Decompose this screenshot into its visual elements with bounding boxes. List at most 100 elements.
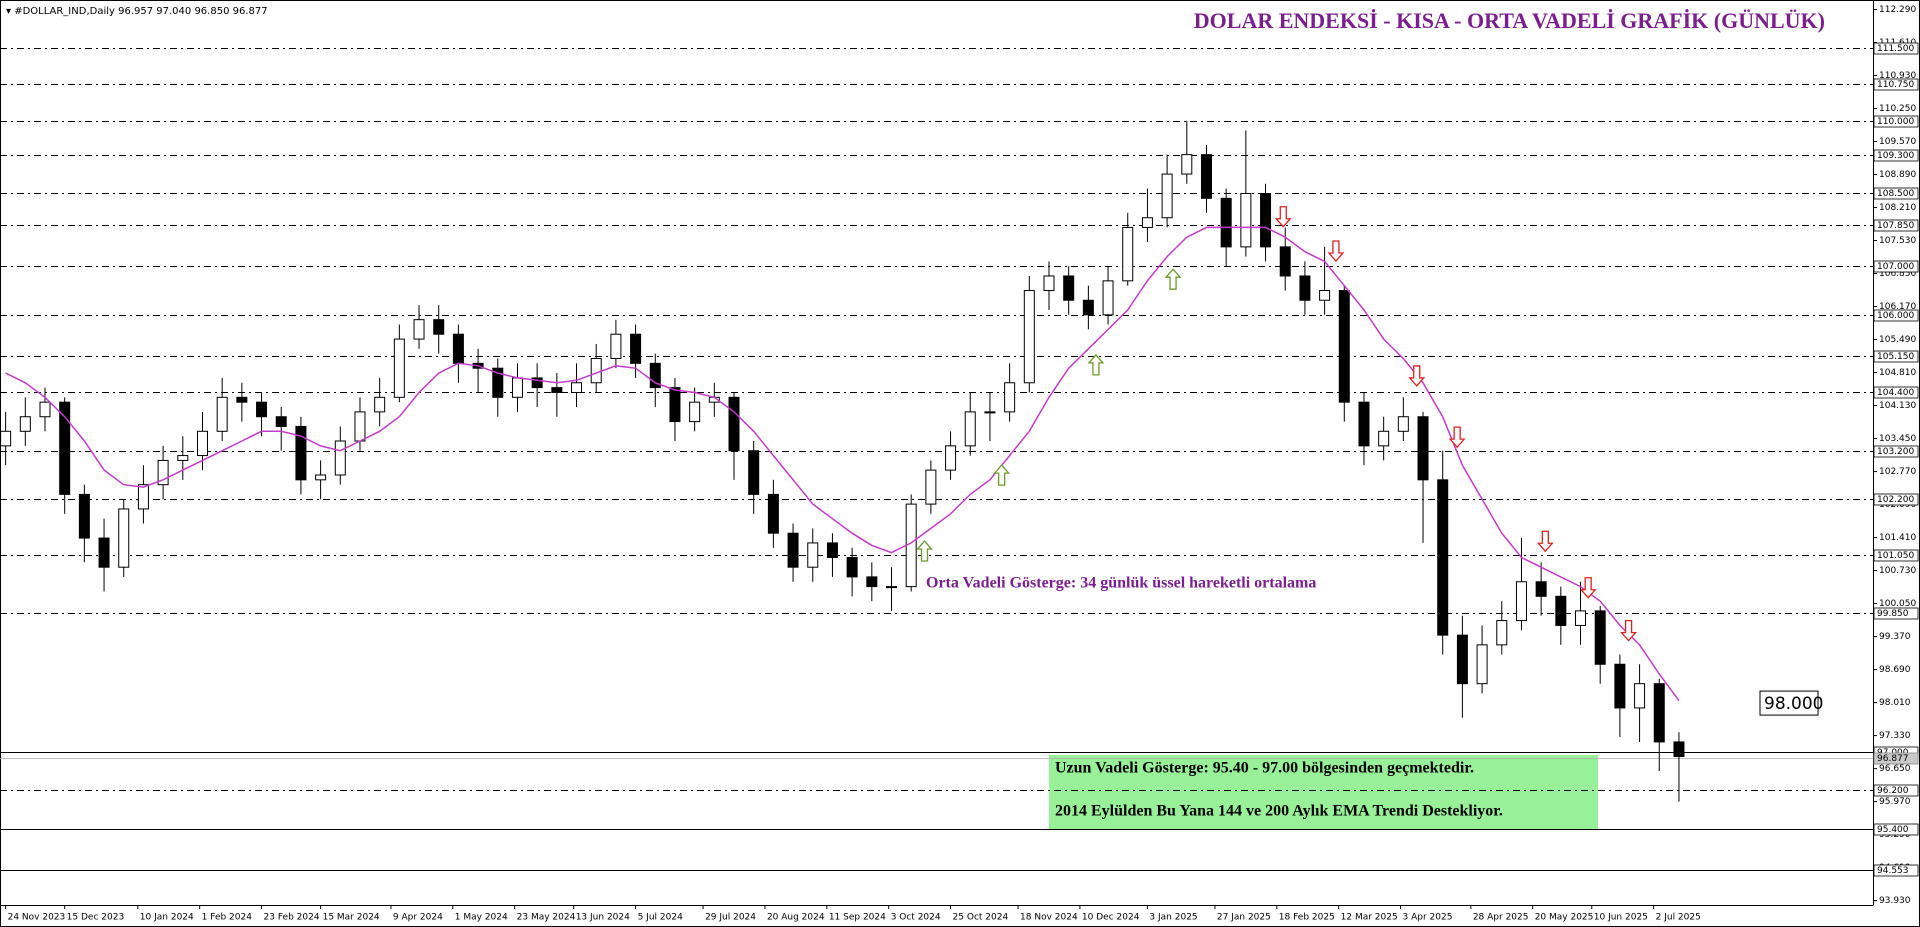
candle-body: [236, 396, 248, 403]
candle-body: [1319, 290, 1331, 301]
level-label: 102.200: [1877, 495, 1914, 505]
candle-body: [571, 382, 583, 393]
candle-body: [1220, 197, 1232, 248]
ema-end-box: [1759, 690, 1819, 716]
candle-body: [551, 387, 563, 393]
candle-body: [1358, 401, 1370, 447]
candle-body: [511, 377, 523, 398]
candle-body: [137, 484, 149, 510]
candle-body: [689, 401, 701, 423]
candle-body: [256, 401, 268, 418]
candle-body: [374, 396, 386, 413]
sell-arrow: [1536, 530, 1554, 553]
candle-body: [669, 387, 681, 423]
y-tick-label: 108.890: [1879, 170, 1916, 180]
y-tick-label: 97.330: [1879, 731, 1911, 741]
candle-body: [964, 411, 976, 447]
candle-body: [452, 333, 464, 364]
level-label: 107.850: [1877, 221, 1914, 231]
level-label-box: [1873, 260, 1919, 273]
candle-body: [649, 362, 661, 389]
candle-body: [1614, 663, 1626, 709]
y-tick-label: 98.010: [1879, 698, 1911, 708]
candle-body: [275, 416, 287, 427]
x-tick-label: 24 Nov 2023: [8, 913, 66, 923]
candle-body: [1476, 644, 1488, 685]
level-label: 105.150: [1877, 352, 1914, 362]
x-tick-label: 3 Apr 2025: [1403, 913, 1453, 923]
x-tick-label: 10 Jan 2024: [140, 913, 194, 923]
candle-body: [413, 319, 425, 340]
y-tick-label: 101.410: [1879, 533, 1916, 543]
candle-body: [1515, 581, 1527, 622]
candle-body: [216, 396, 228, 432]
y-tick-label: 112.290: [1879, 5, 1916, 15]
candle-body: [767, 493, 779, 534]
y-tick-label: 110.930: [1879, 71, 1916, 81]
y-tick-label: 99.370: [1879, 632, 1911, 642]
x-tick-label: 20 May 2025: [1535, 913, 1594, 923]
candle-body: [433, 319, 445, 335]
level-label: 99.850: [1877, 609, 1909, 619]
sell-arrow: [1408, 365, 1426, 387]
candle-body: [315, 474, 327, 481]
x-tick-label: 1 May 2024: [455, 913, 508, 923]
candle-body: [19, 416, 31, 432]
level-label: 104.400: [1877, 388, 1914, 398]
level-label-box: [1873, 823, 1919, 836]
candle-body: [1082, 299, 1094, 316]
candle-body: [39, 401, 51, 418]
candle-body: [196, 430, 208, 457]
candle-body: [1279, 246, 1291, 277]
candle-body: [1378, 430, 1390, 447]
price-axis: 112.290111.610110.930110.250109.570108.8…: [1873, 5, 1919, 906]
y-tick-label: 102.770: [1879, 467, 1916, 477]
candle-body: [531, 377, 543, 389]
candle-body: [177, 455, 189, 461]
levels: [0, 48, 1873, 871]
y-tick-label: 110.250: [1879, 104, 1916, 114]
candle-body: [1417, 416, 1429, 481]
candle-body: [295, 425, 307, 481]
level-label: 109.300: [1877, 151, 1914, 161]
candle-body: [630, 333, 642, 364]
level-label-box: [1873, 493, 1919, 506]
candle-body: [1004, 382, 1016, 413]
sell-arrow: [1620, 619, 1638, 642]
buy-arrow: [1087, 353, 1105, 376]
candle-body: [866, 576, 878, 588]
candle-body: [1634, 683, 1646, 709]
buy-arrow: [1164, 268, 1182, 290]
x-tick-label: 3 Oct 2024: [891, 913, 941, 923]
y-tick-label: 103.450: [1879, 434, 1916, 444]
level-label-box: [1873, 607, 1919, 620]
x-tick-label: 23 May 2024: [517, 913, 576, 923]
candle-body: [1141, 217, 1153, 228]
candle-body: [590, 357, 602, 384]
x-tick-label: 20 Aug 2024: [767, 913, 825, 923]
x-tick-label: 1 Feb 2024: [202, 913, 253, 923]
candle-body: [118, 508, 130, 568]
level-label-box: [1873, 350, 1919, 363]
level-label-box: [1873, 149, 1919, 162]
candle-body: [393, 338, 405, 398]
level-label-box: [1873, 549, 1919, 562]
y-tick-label: 107.530: [1879, 236, 1916, 246]
candle-body: [1653, 683, 1665, 743]
level-label-box: [1873, 42, 1919, 55]
x-tick-label: 3 Jan 2025: [1149, 913, 1197, 923]
level-label: 103.200: [1877, 447, 1914, 457]
candle-body: [925, 469, 937, 505]
chart-title: DOLAR ENDEKSİ - KISA - ORTA VADELİ GRAFİ…: [1194, 8, 1825, 33]
x-tick-label: 2 Jul 2025: [1656, 913, 1701, 923]
level-label: 106.000: [1877, 311, 1914, 321]
level-label-box: [1873, 78, 1919, 91]
y-tick-label: 104.130: [1879, 401, 1916, 411]
note-line: 2014 Eylülden Bu Yana 144 ve 200 Aylık E…: [1055, 803, 1503, 820]
level-label-box: [1873, 784, 1919, 797]
candle-body: [0, 430, 12, 447]
candle-body: [984, 411, 996, 414]
